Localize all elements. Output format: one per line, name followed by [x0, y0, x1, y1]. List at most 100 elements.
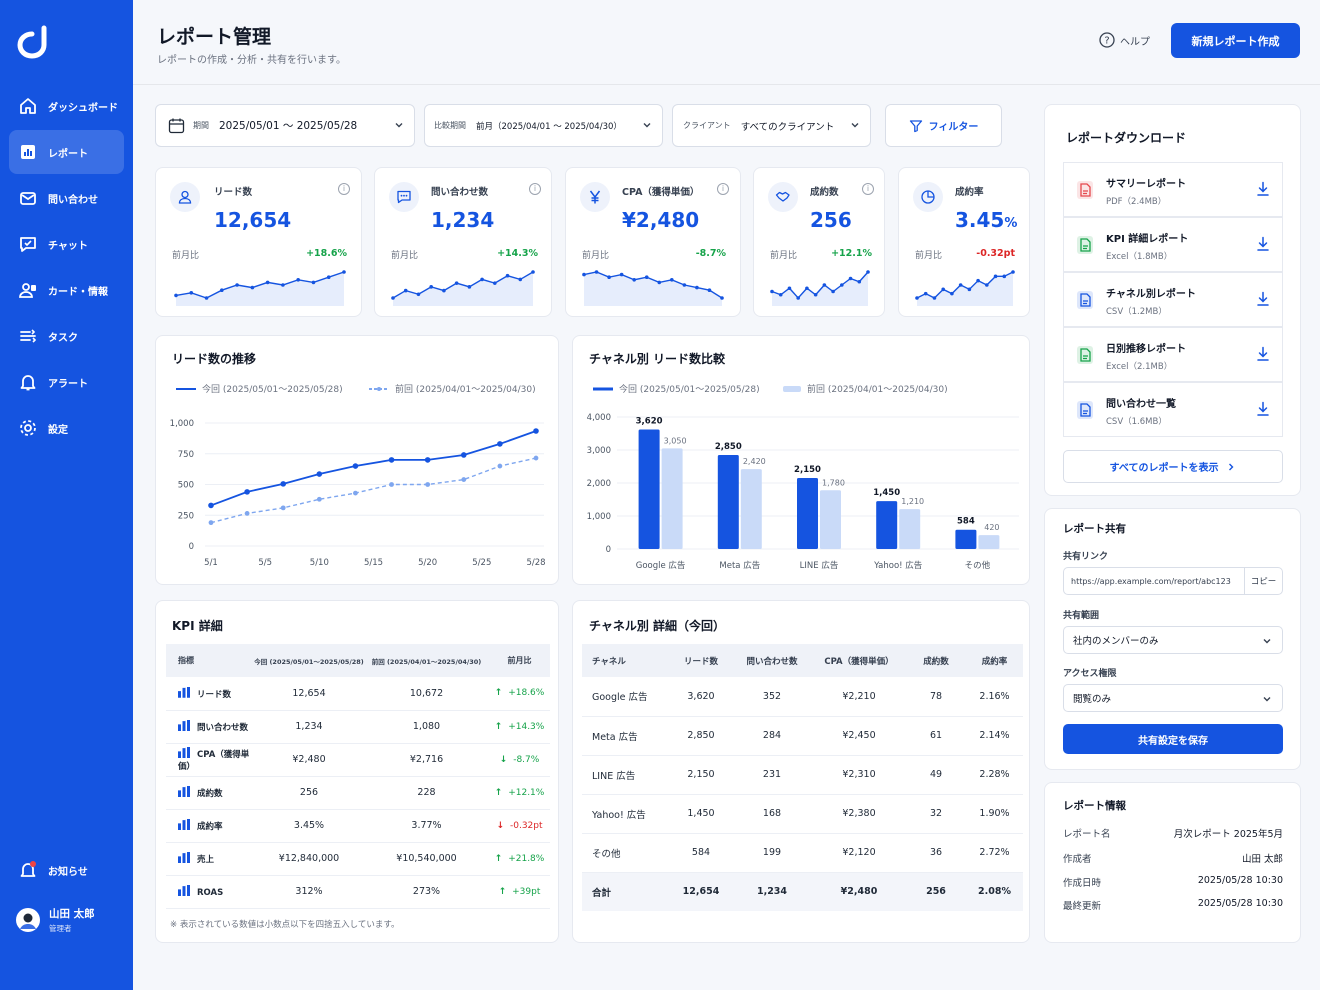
handshake-icon — [178, 786, 190, 797]
kpi-prev-label: 前月比 — [915, 251, 943, 261]
table-row: 売上 ¥12,840,000 ¥10,540,000 ↑ +21.8% — [166, 842, 550, 876]
table-cell: 36 — [906, 833, 966, 873]
y-tick-label: 250 — [178, 511, 194, 521]
share-scope-select[interactable]: 社内のメンバーのみ — [1063, 626, 1283, 654]
share-scope-label: 共有範囲 — [1063, 611, 1100, 621]
chevron-down-icon — [851, 123, 859, 128]
copy-button[interactable]: コピー — [1244, 568, 1282, 594]
kpi-delta: +12.1% — [831, 248, 872, 259]
table-cell: 61 — [906, 716, 966, 756]
download-icon[interactable] — [1256, 236, 1270, 252]
sparkline-point — [204, 296, 209, 300]
kpi-delta: -0.32pt — [976, 248, 1015, 259]
nav-item-report[interactable]: レポート — [9, 130, 124, 174]
download-item[interactable]: チャネル別レポート CSV（1.2MB） — [1063, 272, 1283, 327]
sparkline-point — [582, 272, 586, 277]
nav-item-notifications[interactable]: お知らせ — [9, 848, 124, 892]
client-select[interactable]: クライアント すべてのクライアント — [672, 104, 871, 147]
kpi-card-deals: 成約数 i 256 前月比 +12.1% — [753, 167, 885, 317]
period-select[interactable]: 期間 2025/05/01 ～ 2025/05/28 — [155, 104, 415, 147]
data-point — [388, 457, 395, 463]
data-point — [533, 428, 539, 434]
sparkline-point — [607, 275, 611, 279]
sparkline-point — [220, 288, 224, 292]
sparkline-line — [175, 271, 345, 299]
sparkline-point — [454, 281, 459, 285]
download-item[interactable]: 問い合わせ一覧 CSV（1.6MB） — [1063, 382, 1283, 437]
table-cell: 2.28% — [966, 755, 1023, 795]
nav-item-dashboard[interactable]: ダッシュボード — [9, 84, 124, 128]
sparkline-point — [326, 275, 331, 279]
kpi-name: 成約率 — [197, 822, 223, 832]
table-cell: ¥2,450 — [812, 716, 906, 756]
col-header: 今回 (2025/05/01～2025/05/28) — [254, 644, 364, 677]
sparkline-point — [866, 270, 870, 274]
info-icon[interactable]: i — [529, 183, 541, 195]
sparkline-point — [416, 292, 421, 297]
sparkline-area — [772, 272, 868, 306]
download-icon[interactable] — [1256, 346, 1270, 362]
data-point — [316, 471, 323, 477]
nav-item-settings[interactable]: 設定 — [9, 406, 124, 450]
download-item[interactable]: サマリーレポート PDF（2.4MB） — [1063, 162, 1283, 217]
download-icon[interactable] — [1256, 181, 1270, 197]
nav-item-chat[interactable]: チャット — [9, 222, 124, 266]
mail-icon — [20, 192, 36, 205]
section-title: レポート情報 — [1063, 800, 1126, 812]
nav-item-tasks[interactable]: タスク — [9, 314, 124, 358]
current-value: 256 — [254, 776, 364, 810]
kpi-name: リード数 — [197, 689, 232, 700]
data-label: 584 — [957, 517, 975, 527]
nav-item-alerts[interactable]: アラート — [9, 360, 124, 404]
table-cell: ¥2,310 — [812, 755, 906, 795]
table-row: 成約数 256 228 ↑ +12.1% — [166, 776, 550, 810]
show-all-reports-button[interactable]: すべてのレポートを表示 — [1063, 450, 1283, 483]
kpi-prev-label: 前月比 — [391, 251, 419, 261]
table-cell: 1.90% — [966, 794, 1023, 834]
kpi-sparkline — [915, 270, 1015, 306]
help-button[interactable]: ? ヘルプ — [1099, 32, 1150, 48]
user-role: 管理者 — [49, 924, 72, 933]
filter-button[interactable]: フィルター — [885, 104, 1002, 147]
bar — [717, 454, 739, 549]
share-link-field[interactable]: https://app.example.com/report/abc123 コピ… — [1063, 567, 1283, 595]
table-row: Meta 広告 2,850 284 ¥2,450 61 2.14% — [582, 716, 1023, 756]
info-icon[interactable]: i — [862, 183, 874, 195]
bar — [899, 509, 921, 549]
nav-item-cards[interactable]: カード・情報 — [9, 268, 124, 312]
legend-line-solid — [593, 387, 613, 390]
save-share-settings-button[interactable]: 共有設定を保存 — [1063, 724, 1283, 754]
kpi-name: 問い合わせ数 — [197, 723, 249, 733]
table-total-row: 合計 12,654 1,234 ¥2,480 256 2.08% — [582, 872, 1023, 911]
section-title: レポートダウンロード — [1066, 131, 1187, 145]
kpi-prev-label: 前月比 — [172, 251, 200, 261]
user-profile[interactable]: 山田 太郎 管理者 — [16, 906, 95, 934]
previous-value: 3.77% — [364, 809, 489, 843]
data-point — [208, 520, 214, 526]
compare-label: 比較期間 — [434, 121, 466, 130]
new-report-button[interactable]: 新規レポート作成 — [1171, 23, 1300, 58]
download-item[interactable]: 日別推移レポート Excel（2.1MB） — [1063, 327, 1283, 382]
report-icon — [21, 145, 35, 159]
compare-period-select[interactable]: 比較期間 前月（2025/04/01 ～ 2025/04/30） — [424, 104, 663, 147]
table-cell: 3,620 — [670, 677, 732, 717]
kpi-card-cpa: CPA（獲得単価） i ¥2,480 前月比 -8.7% — [565, 167, 741, 317]
kpi-delta: +14.3% — [497, 248, 538, 259]
x-tick-label: LINE 広告 — [800, 560, 839, 571]
nav-item-inquiry[interactable]: 問い合わせ — [9, 176, 124, 220]
download-icon[interactable] — [1256, 401, 1270, 417]
data-point — [316, 496, 322, 502]
section-title: レポート共有 — [1063, 523, 1126, 535]
kpi-value: 3.45% — [955, 208, 1018, 232]
x-tick-label: 5/5 — [258, 558, 272, 568]
download-item[interactable]: KPI 詳細レポート Excel（1.8MB） — [1063, 217, 1283, 272]
app-logo[interactable] — [14, 22, 50, 62]
y-tick-label: 0 — [189, 542, 194, 552]
home-icon — [20, 98, 36, 114]
previous-value: 1,080 — [364, 710, 489, 744]
info-icon[interactable]: i — [338, 183, 350, 195]
table-cell: その他 — [582, 833, 670, 873]
download-icon[interactable] — [1256, 291, 1270, 307]
info-icon[interactable]: i — [717, 183, 729, 195]
access-select[interactable]: 閲覧のみ — [1063, 684, 1283, 712]
